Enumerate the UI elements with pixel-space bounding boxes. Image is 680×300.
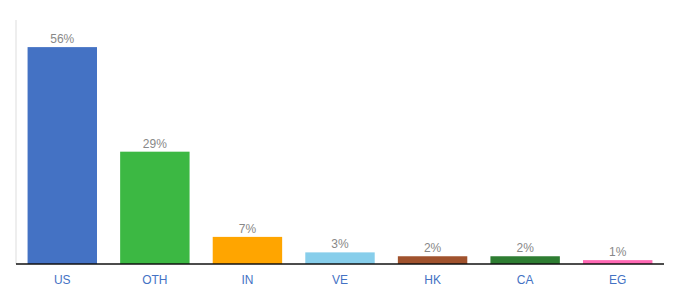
data-label: 56% xyxy=(50,32,74,46)
x-tick-label: US xyxy=(54,273,71,287)
bar xyxy=(490,256,559,264)
x-tick-label: HK xyxy=(424,273,441,287)
x-tick-label: CA xyxy=(517,273,534,287)
data-label: 29% xyxy=(143,137,167,151)
y-axis-line xyxy=(16,20,17,264)
bar xyxy=(120,152,189,264)
x-tick-labels: US OTH IN VE HK CA EG xyxy=(54,273,626,287)
x-axis-line xyxy=(16,263,664,265)
chart-container: 56% 29% 7% 3% 2% 2% 1% US OTH IN VE HK CA EG xyxy=(0,0,680,300)
data-labels: 56% 29% 7% 3% 2% 2% 1% xyxy=(50,32,626,259)
bars xyxy=(28,47,653,264)
chart: 56% 29% 7% 3% 2% 2% 1% US OTH IN VE HK CA EG xyxy=(0,0,680,300)
data-label: 2% xyxy=(516,241,534,255)
x-tick-label: IN xyxy=(241,273,253,287)
x-tick-label: VE xyxy=(332,273,348,287)
bar xyxy=(28,47,97,264)
bar xyxy=(213,237,282,264)
data-label: 1% xyxy=(609,245,627,259)
x-tick-label: EG xyxy=(609,273,626,287)
data-label: 7% xyxy=(239,222,257,236)
data-label: 3% xyxy=(331,237,349,251)
x-tick-label: OTH xyxy=(142,273,167,287)
data-label: 2% xyxy=(424,241,442,255)
bar xyxy=(398,256,467,264)
bar xyxy=(305,252,374,264)
